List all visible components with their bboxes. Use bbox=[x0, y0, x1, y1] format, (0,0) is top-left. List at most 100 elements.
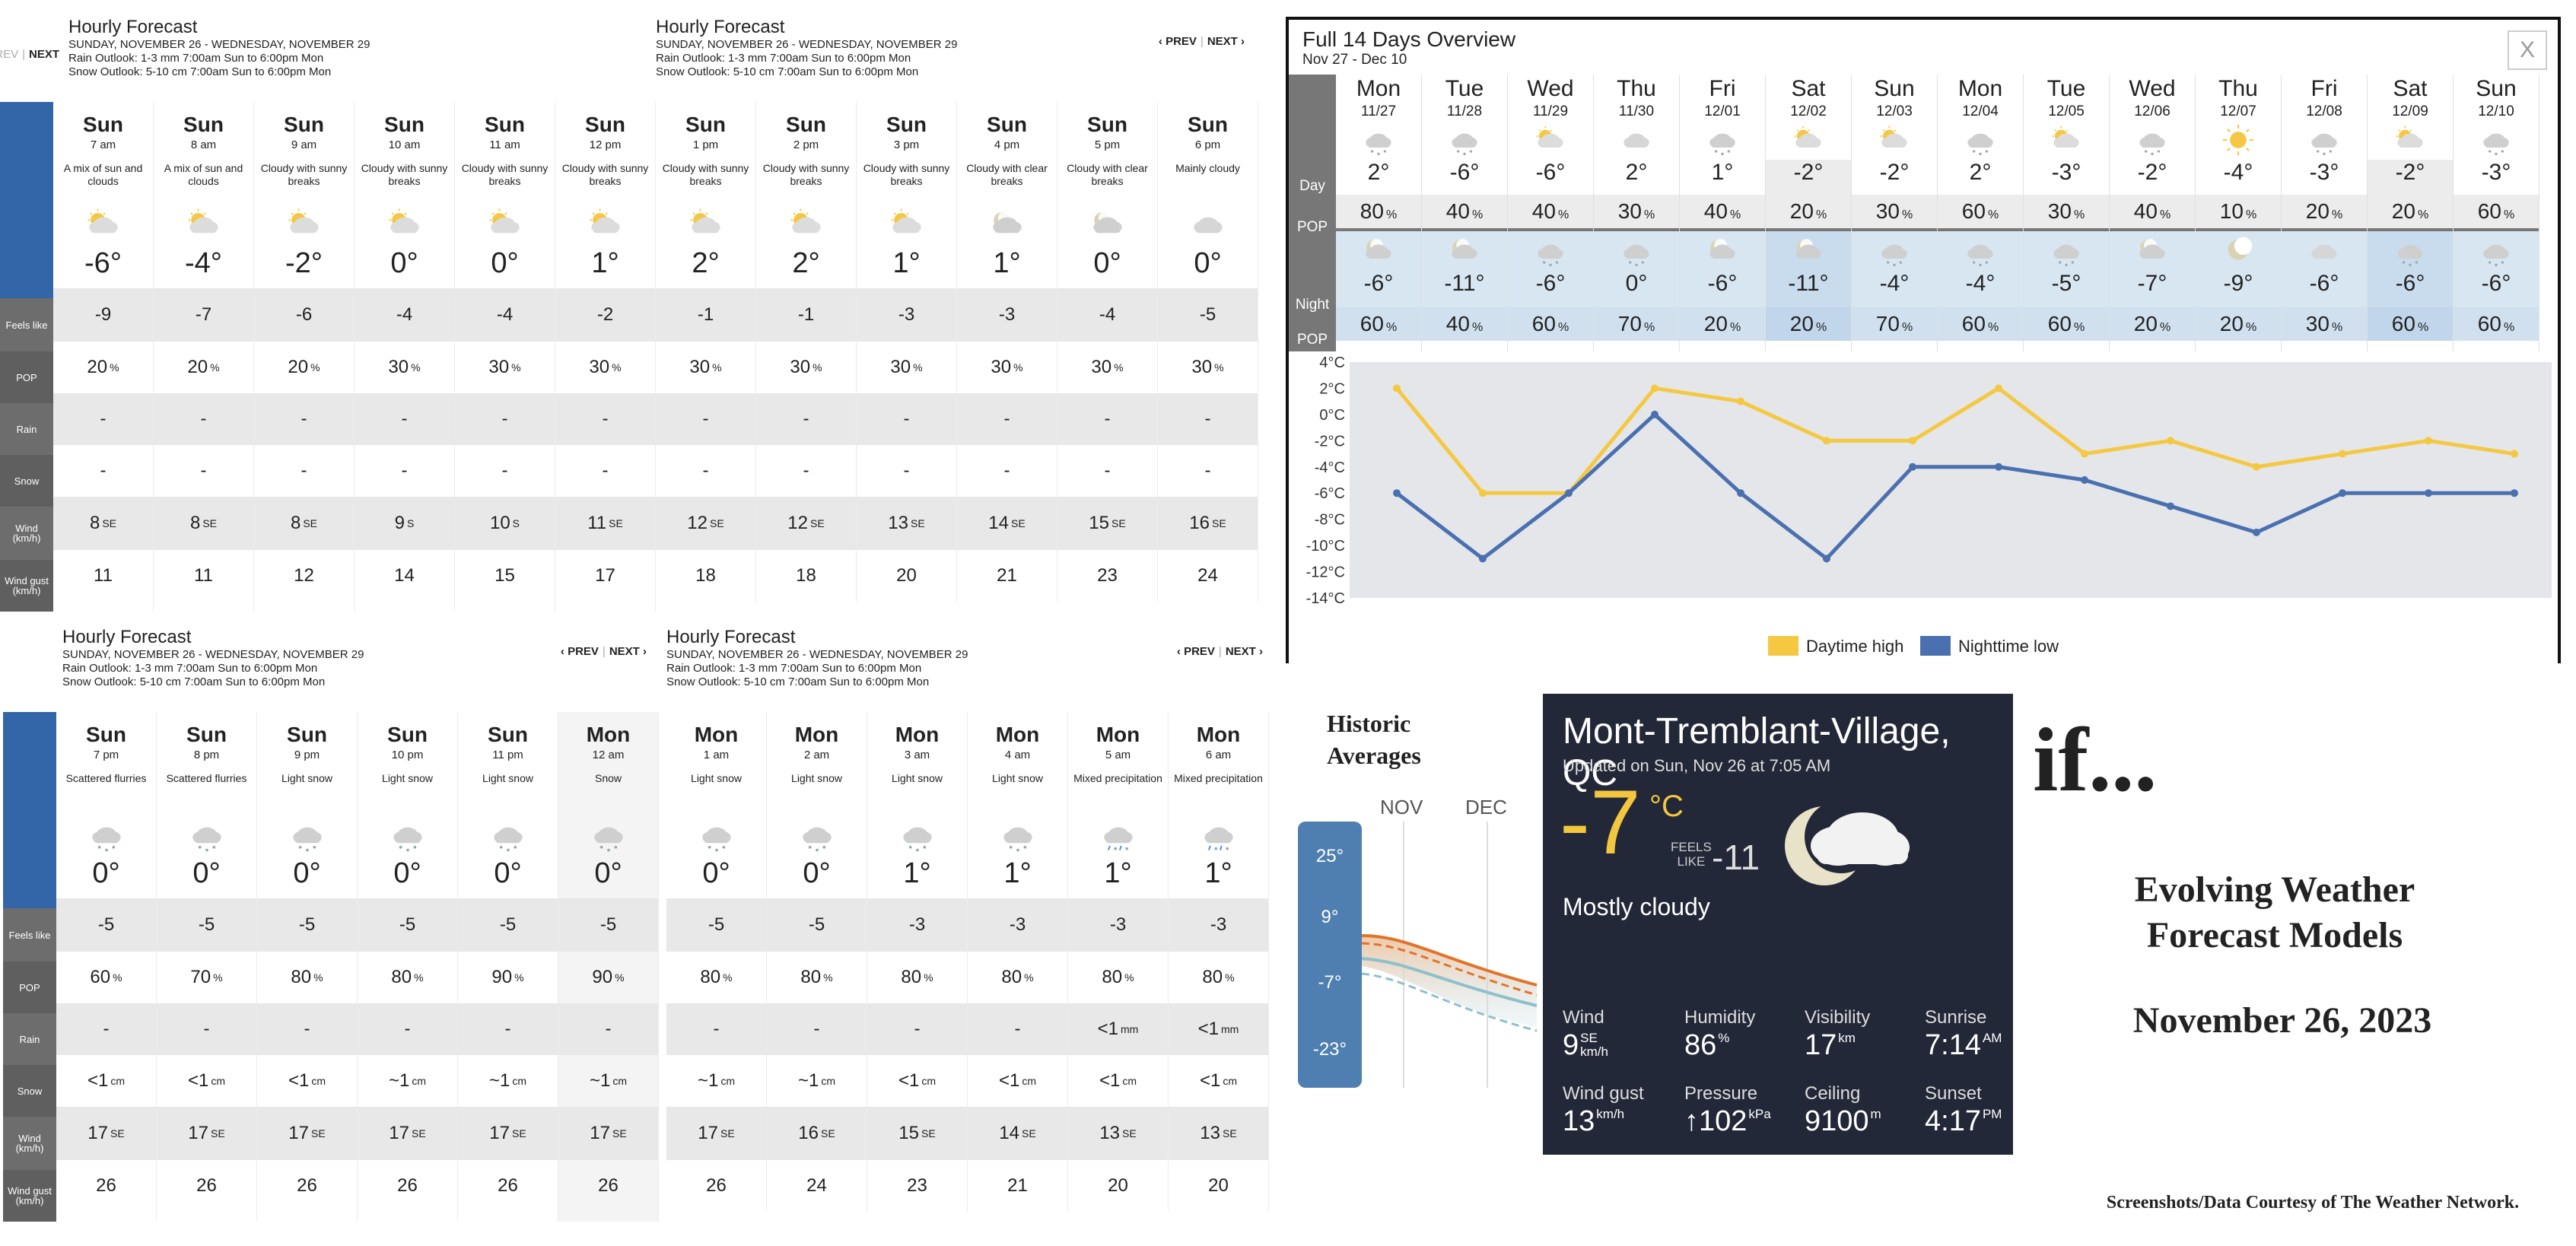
hour-day: Sun bbox=[387, 723, 428, 746]
stat-sup: kPa bbox=[1748, 1107, 1771, 1121]
rain-value: <1 bbox=[1197, 1019, 1220, 1039]
feels-like-value: -4 bbox=[396, 304, 413, 325]
close-button[interactable]: X bbox=[2508, 30, 2547, 70]
snow-cell: <1 cm bbox=[1169, 1055, 1268, 1107]
overview-night-icon-wrap bbox=[1531, 231, 1569, 271]
rain-cell: - bbox=[555, 393, 655, 445]
next-button[interactable]: NEXT › bbox=[29, 48, 60, 61]
pop-value: 30 bbox=[488, 357, 510, 377]
hour-temp: -2° bbox=[285, 247, 323, 279]
feels-like-value: -4 bbox=[496, 304, 514, 325]
next-button[interactable]: NEXT › bbox=[1207, 35, 1245, 48]
overview-night-temp: -4° bbox=[1879, 271, 1910, 296]
snow-value: - bbox=[702, 460, 709, 481]
pop-unit: % bbox=[924, 971, 933, 984]
prev-button[interactable]: ‹ PREV bbox=[1158, 35, 1197, 48]
gust-cell: 26 bbox=[257, 1160, 357, 1212]
wind-cell: 13 SE bbox=[1169, 1107, 1268, 1160]
feels-like-value: -7 bbox=[195, 304, 212, 325]
hourly-panel-3: Hourly Forecast SUNDAY, NOVEMBER 26 - WE… bbox=[0, 627, 659, 1228]
next-button[interactable]: NEXT › bbox=[609, 645, 647, 658]
overview-night-block: -6° bbox=[2368, 228, 2453, 307]
gust-cell: 18 bbox=[756, 550, 856, 602]
overview-night-pop: 30% bbox=[2282, 307, 2367, 341]
wind-direction: SE bbox=[612, 1127, 627, 1140]
stat-label: Visibility bbox=[1805, 1007, 1871, 1028]
hour-condition: Cloudy with sunny breaks bbox=[561, 162, 649, 187]
pop-cell: 80% bbox=[358, 952, 457, 1003]
stat-unit: SE km/h bbox=[1580, 1031, 1608, 1059]
feels-like-value: -5 bbox=[97, 914, 115, 935]
hour-time: 9 am bbox=[291, 138, 317, 151]
y-tick-label: -8°C bbox=[1315, 512, 1345, 529]
prev-button[interactable]: ‹ PREV bbox=[0, 48, 19, 61]
overview-title: Full 14 Days Overview bbox=[1302, 27, 1516, 51]
overview-night-block: -6° bbox=[1336, 228, 1421, 307]
hourly-grid: Feels like POP Rain Snow Wind (km/h) Wind gus… bbox=[3, 712, 659, 1222]
next-button[interactable]: NEXT › bbox=[1225, 645, 1263, 658]
stat-sup: PM bbox=[1982, 1107, 2002, 1121]
pop-unit: % bbox=[1557, 208, 1569, 221]
feels-like-label-line-1: FEELS bbox=[1671, 840, 1712, 854]
stat-value-row: 17 km bbox=[1805, 1028, 1870, 1062]
overview-night-icon-wrap bbox=[1961, 231, 1999, 271]
snow-cloud-icon bbox=[1967, 244, 1993, 266]
gust-cell: 26 bbox=[558, 1160, 658, 1212]
overview-day-column: Thu 12/07 -4° 10% -9° 20% bbox=[2196, 75, 2282, 351]
snow-value: - bbox=[501, 460, 508, 481]
pop-value: 30 bbox=[991, 357, 1012, 377]
feels-like-value: -5 bbox=[1199, 304, 1216, 325]
legend-label: Daytime high bbox=[1806, 637, 1903, 656]
pop-cell: 60% bbox=[56, 952, 156, 1003]
mixed-precip-icon bbox=[1103, 827, 1133, 850]
gust-value: 11 bbox=[94, 565, 113, 586]
hour-condition: Cloudy with sunny breaks bbox=[863, 162, 950, 187]
overview-night-icon-wrap bbox=[2477, 231, 2515, 271]
overview-day-temp: 1° bbox=[1711, 160, 1734, 185]
rain-cell: - bbox=[355, 393, 454, 445]
pager: ‹ PREV|NEXT › bbox=[1177, 645, 1263, 658]
gust-cell: 11 bbox=[154, 550, 253, 602]
rain-cell: <1 mm bbox=[1068, 1003, 1168, 1055]
overview-day-name: Sun bbox=[2476, 76, 2517, 101]
daytime-high-point bbox=[1737, 397, 1744, 405]
rain-value: - bbox=[501, 408, 508, 429]
feels-like-cell: -1 bbox=[756, 288, 856, 342]
gust-value: 26 bbox=[297, 1175, 317, 1196]
hour-day: Mon bbox=[586, 723, 631, 746]
hour-temp: 0° bbox=[192, 857, 221, 889]
prev-button[interactable]: ‹ PREV bbox=[1176, 645, 1215, 658]
hour-condition: Cloudy with sunny breaks bbox=[762, 162, 850, 187]
pop-unit: % bbox=[2417, 208, 2429, 221]
overview-night-pop: 20% bbox=[2110, 307, 2195, 341]
overview-night-pop-value: 70 bbox=[1617, 312, 1642, 335]
stat-value: 7:14 bbox=[1925, 1029, 1981, 1061]
overview-day-column: Fri 12/08 -3° 20% -6° 30% bbox=[2282, 75, 2368, 351]
row-label: Feels like bbox=[0, 298, 53, 351]
feels-like-cell: -4 bbox=[1057, 288, 1157, 342]
nighttime-low-point bbox=[2339, 489, 2346, 497]
overview-day-name: Mon bbox=[1957, 76, 2003, 101]
overview-day-icon-wrap bbox=[2196, 120, 2281, 160]
hour-condition: A mix of sun and clouds bbox=[63, 162, 143, 187]
hour-icon-wrap bbox=[254, 203, 354, 246]
overview-day-pop: 40% bbox=[1422, 195, 1507, 228]
overview-day-column: Sat 12/02 -2° 20% -11° 20% bbox=[1766, 75, 1852, 351]
feels-like-cell: -5 bbox=[767, 898, 867, 952]
overview-day-temp: -3° bbox=[2481, 160, 2511, 185]
snow-cloud-icon bbox=[902, 827, 932, 852]
wind-direction: SE bbox=[810, 517, 825, 529]
rain-cell: - bbox=[767, 1003, 867, 1055]
pop-unit: % bbox=[2073, 208, 2085, 221]
feels-like-value: -1 bbox=[797, 304, 815, 325]
wind-direction: SE bbox=[1111, 517, 1126, 529]
prev-button[interactable]: ‹ PREV bbox=[560, 645, 599, 658]
pop-value: 90 bbox=[592, 967, 613, 987]
row-label: Wind gust (km/h) bbox=[3, 1170, 56, 1222]
gust-cell: 24 bbox=[1158, 550, 1258, 602]
wind-value: 16 bbox=[798, 1123, 819, 1143]
snow-cloud-icon bbox=[2483, 244, 2509, 266]
temperature-chart: 4°C 2°C 0°C -2°C -4°C -6°C -8°C -10°C -12°C -14°C… bbox=[1306, 354, 2552, 656]
overview-day-name: Tue bbox=[2046, 76, 2086, 101]
snow-cloud-icon bbox=[1967, 133, 1993, 155]
